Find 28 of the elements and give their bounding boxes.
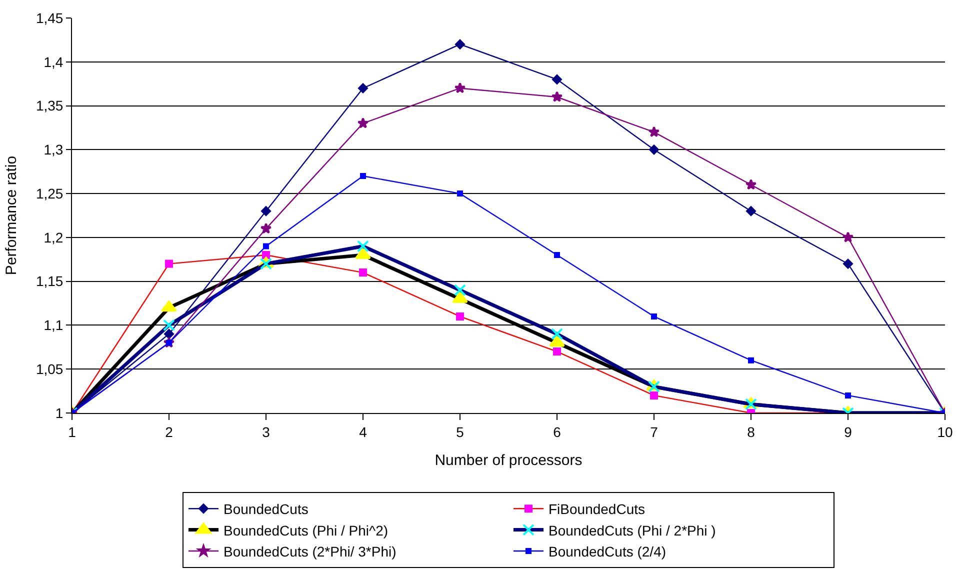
- y-tick-label: 1,1: [44, 317, 64, 334]
- x-tick-label: 6: [553, 424, 562, 440]
- x-tick-label: 10: [937, 424, 953, 440]
- y-tick-label: 1,3: [44, 142, 64, 158]
- y-tick-label: 1,35: [36, 98, 64, 114]
- x-tick-label: 2: [165, 424, 174, 440]
- y-tick-label: 1,4: [44, 54, 64, 70]
- y-tick-label: 1,25: [36, 185, 64, 202]
- legend-label: BoundedCuts (Phi / 2*Phi ): [548, 522, 716, 538]
- x-tick-label: 1: [68, 424, 76, 440]
- x-axis-title: Number of processors: [434, 452, 582, 469]
- legend-label: BoundedCuts (Phi / Phi^2): [224, 522, 388, 538]
- legend-label: BoundedCuts (2/4): [548, 543, 666, 560]
- x-tick-label: 8: [747, 424, 756, 440]
- y-tick-label: 1,2: [44, 229, 64, 246]
- x-tick-label: 3: [262, 424, 270, 440]
- y-tick-label: 1: [55, 404, 64, 421]
- x-tick-label: 5: [456, 424, 464, 440]
- y-tick-label: 1,05: [36, 361, 64, 378]
- y-axis-title: Performance ratio: [3, 156, 20, 276]
- legend-label: BoundedCuts: [224, 501, 308, 518]
- y-tick-label: 1,45: [36, 10, 64, 26]
- y-tick-label: 1,15: [36, 273, 64, 290]
- x-tick-label: 7: [650, 424, 658, 440]
- legend-label: BoundedCuts (2*Phi/ 3*Phi): [224, 543, 396, 560]
- x-tick-label: 4: [359, 424, 368, 440]
- legend-label: FiBoundedCuts: [548, 501, 646, 518]
- x-tick-label: 9: [844, 424, 852, 440]
